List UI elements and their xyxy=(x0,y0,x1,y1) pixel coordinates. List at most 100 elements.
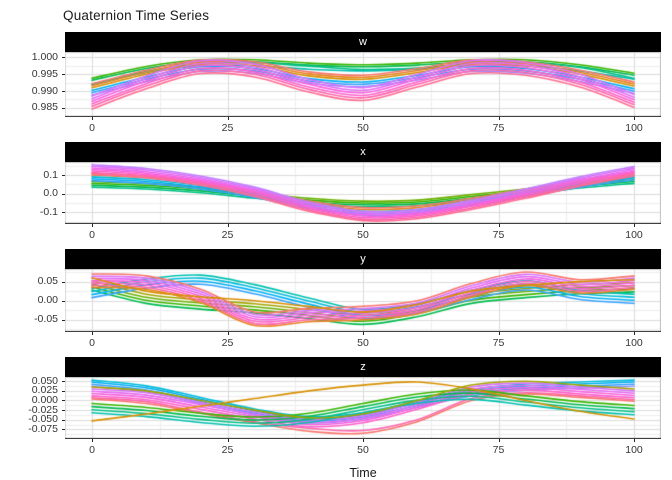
y-tick-label: 0.050 xyxy=(31,374,58,387)
x-tick-label: 100 xyxy=(625,122,643,134)
y-tick-mark xyxy=(62,194,65,195)
facet-strip-label: w xyxy=(359,36,367,48)
x-tick-mark xyxy=(499,117,500,120)
y-tick-mark xyxy=(62,74,65,75)
y-tick-mark xyxy=(62,420,65,421)
x-tick-label: 50 xyxy=(357,122,369,134)
y-tick-label: 0.1 xyxy=(43,168,58,181)
facet-strip-y: y xyxy=(65,249,661,269)
facet-y: y 0.05 0.00 -0.05 0 25 50 75 100 xyxy=(0,249,672,349)
x-tick-mark xyxy=(634,224,635,227)
x-tick-mark xyxy=(228,224,229,227)
x-tick-label: 75 xyxy=(492,122,505,134)
y-tick-label: 0.05 xyxy=(37,275,58,288)
y-axis-w: 1.000 0.995 0.990 0.985 xyxy=(0,50,65,117)
x-axis-w: 0 25 50 75 100 xyxy=(65,117,661,134)
strip-spacer xyxy=(0,142,65,162)
strip-spacer xyxy=(0,357,65,377)
facet-panel-z xyxy=(65,377,661,439)
y-tick-mark xyxy=(62,410,65,411)
x-tick-mark xyxy=(499,332,500,335)
y-tick-mark xyxy=(62,91,65,92)
y-tick-label: 0.00 xyxy=(37,294,58,307)
y-tick-label: 0.0 xyxy=(43,187,58,200)
x-tick-label: 75 xyxy=(492,444,505,456)
x-tick-mark xyxy=(363,439,364,442)
facet-panel-w xyxy=(65,52,661,117)
x-tick-label: 100 xyxy=(625,444,643,456)
y-axis-y: 0.05 0.00 -0.05 xyxy=(0,269,65,332)
y-tick-mark xyxy=(62,108,65,109)
x-tick-mark xyxy=(499,224,500,227)
y-tick-mark xyxy=(62,282,65,283)
x-tick-mark xyxy=(634,439,635,442)
y-tick-label: -0.05 xyxy=(34,313,58,326)
facet-strip-label: x xyxy=(360,146,366,158)
facet-strip-z: z xyxy=(65,357,661,377)
x-tick-mark xyxy=(92,332,93,335)
y-tick-label: 0.000 xyxy=(31,393,58,406)
x-tick-label: 75 xyxy=(492,229,505,241)
facet-w: w 1.000 0.995 0.990 0.985 0 25 50 75 100 xyxy=(0,32,672,134)
y-tick-label: -0.075 xyxy=(28,422,58,435)
x-tick-label: 50 xyxy=(357,444,369,456)
x-tick-label: 25 xyxy=(221,229,234,241)
y-tick-label: 1.000 xyxy=(31,50,58,63)
y-tick-label: 0.995 xyxy=(31,67,58,80)
strip-spacer xyxy=(0,249,65,269)
x-tick-mark xyxy=(363,224,364,227)
y-tick-mark xyxy=(62,175,65,176)
strip-spacer xyxy=(0,32,65,52)
x-axis-title: Time xyxy=(349,466,377,480)
x-tick-label: 100 xyxy=(625,229,643,241)
x-tick-label: 25 xyxy=(221,122,234,134)
y-tick-mark xyxy=(62,429,65,430)
y-tick-mark xyxy=(62,57,65,58)
facet-strip-x: x xyxy=(65,142,661,162)
x-tick-label: 0 xyxy=(89,229,95,241)
x-tick-label: 0 xyxy=(89,444,95,456)
x-tick-mark xyxy=(92,224,93,227)
x-tick-label: 0 xyxy=(89,337,95,349)
facet-panel-x xyxy=(65,162,661,224)
x-tick-mark xyxy=(363,332,364,335)
x-tick-label: 75 xyxy=(492,337,505,349)
x-tick-mark xyxy=(228,332,229,335)
x-axis-z: 0 25 50 75 100 xyxy=(65,439,661,456)
y-tick-mark xyxy=(62,381,65,382)
facet-strip-w: w xyxy=(65,32,661,52)
facet-x: x 0.1 0.0 -0.1 0 25 50 75 100 xyxy=(0,142,672,241)
y-tick-mark xyxy=(62,212,65,213)
page-title: Quaternion Time Series xyxy=(63,8,210,23)
y-tick-label: -0.025 xyxy=(28,403,58,416)
y-axis-x: 0.1 0.0 -0.1 xyxy=(0,162,65,224)
x-axis-y: 0 25 50 75 100 xyxy=(65,332,661,349)
x-tick-mark xyxy=(92,117,93,120)
x-tick-mark xyxy=(499,439,500,442)
y-tick-mark xyxy=(62,320,65,321)
y-tick-label: -0.050 xyxy=(28,413,58,426)
x-tick-label: 100 xyxy=(625,337,643,349)
x-tick-label: 25 xyxy=(221,337,234,349)
x-tick-mark xyxy=(634,117,635,120)
facet-strip-label: y xyxy=(360,253,366,265)
x-tick-label: 25 xyxy=(221,444,234,456)
x-tick-mark xyxy=(634,332,635,335)
y-axis-z: 0.050 0.025 0.000 -0.025 -0.050 -0.075 xyxy=(0,374,65,439)
facet-strip-label: z xyxy=(360,361,366,373)
facet-z: z 0.050 0.025 0.000 -0.025 -0.050 -0.075 0 25 5… xyxy=(0,357,672,456)
x-axis-x: 0 25 50 75 100 xyxy=(65,224,661,241)
x-tick-label: 50 xyxy=(357,229,369,241)
x-tick-mark xyxy=(363,117,364,120)
y-tick-mark xyxy=(62,301,65,302)
y-tick-mark xyxy=(62,391,65,392)
x-tick-label: 50 xyxy=(357,337,369,349)
x-tick-mark xyxy=(228,117,229,120)
facet-panel-y xyxy=(65,269,661,332)
y-tick-mark xyxy=(62,400,65,401)
y-tick-label: 0.985 xyxy=(31,101,58,114)
x-tick-label: 0 xyxy=(89,122,95,134)
y-tick-label: 0.990 xyxy=(31,84,58,97)
y-tick-label: 0.025 xyxy=(31,384,58,397)
